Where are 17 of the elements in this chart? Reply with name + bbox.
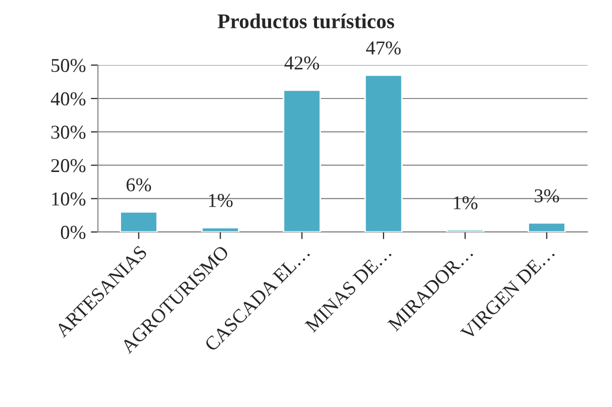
bar — [446, 229, 484, 232]
y-tick-label: 20% — [51, 159, 86, 172]
data-label: 47% — [366, 41, 401, 55]
bar — [528, 222, 566, 232]
bar — [364, 74, 403, 232]
data-label: 42% — [284, 56, 320, 70]
y-tick-label: 40% — [50, 92, 86, 106]
y-tick-label: 0% — [60, 226, 86, 239]
y-tick-label: 30% — [51, 126, 86, 139]
bar — [201, 226, 240, 232]
bar — [282, 89, 321, 232]
y-tick-label: 10% — [52, 192, 86, 206]
y-tick-label: 50% — [52, 58, 86, 72]
data-label: 6% — [126, 178, 152, 192]
data-label: 1% — [454, 196, 478, 210]
bar — [120, 211, 158, 232]
chart-title: Productos turísticos — [218, 14, 394, 28]
